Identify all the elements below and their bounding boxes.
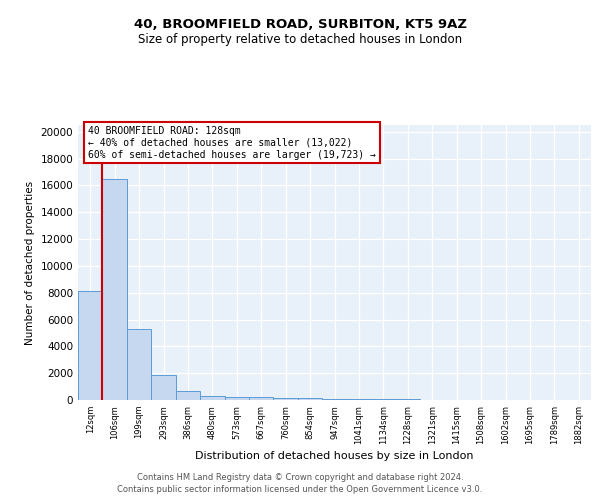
Text: Size of property relative to detached houses in London: Size of property relative to detached ho…: [138, 32, 462, 46]
Bar: [274, 398, 298, 400]
Bar: [176, 390, 200, 400]
Text: 40, BROOMFIELD ROAD, SURBITON, KT5 9AZ: 40, BROOMFIELD ROAD, SURBITON, KT5 9AZ: [133, 18, 467, 30]
Bar: [371, 399, 395, 400]
Bar: [322, 398, 347, 400]
Bar: [347, 399, 371, 400]
Bar: [200, 396, 224, 400]
Text: Contains public sector information licensed under the Open Government Licence v3: Contains public sector information licen…: [118, 485, 482, 494]
Bar: [151, 375, 176, 400]
Bar: [249, 398, 274, 400]
Y-axis label: Number of detached properties: Number of detached properties: [25, 180, 35, 344]
Bar: [127, 329, 151, 400]
Bar: [298, 398, 322, 400]
X-axis label: Distribution of detached houses by size in London: Distribution of detached houses by size …: [195, 451, 474, 461]
Text: Contains HM Land Registry data © Crown copyright and database right 2024.: Contains HM Land Registry data © Crown c…: [137, 472, 463, 482]
Bar: [103, 178, 127, 400]
Bar: [78, 292, 103, 400]
Text: 40 BROOMFIELD ROAD: 128sqm
← 40% of detached houses are smaller (13,022)
60% of : 40 BROOMFIELD ROAD: 128sqm ← 40% of deta…: [88, 126, 376, 160]
Bar: [224, 398, 249, 400]
